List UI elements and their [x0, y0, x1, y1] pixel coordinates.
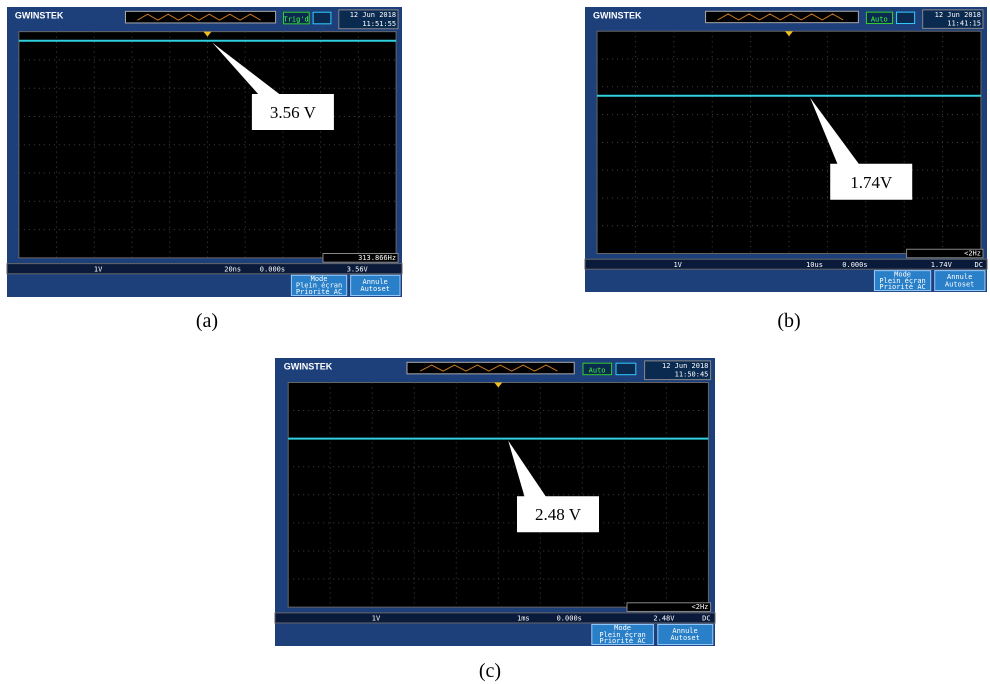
trigger-level: 2.48V [653, 615, 675, 623]
screen [597, 31, 981, 253]
time: 11:41:15 [947, 20, 981, 28]
trigger-level: 1.74V [931, 261, 953, 269]
date: 12 Jun 2018 [662, 362, 708, 370]
caption: (c) [479, 660, 501, 682]
brand-logo: GWINSTEK [593, 10, 642, 20]
caption: (b) [777, 310, 800, 332]
waveform-overview [126, 11, 276, 23]
frequency: <2Hz [964, 250, 981, 258]
status-bar [275, 613, 715, 623]
status-bar [585, 259, 987, 269]
figure: GWINSTEKTrig'd12 Jun 201811:51:55313.866… [0, 0, 990, 684]
time: 11:51:55 [362, 20, 396, 28]
frequency: 313.866Hz [358, 254, 396, 262]
cancel-sub: Autoset [945, 280, 975, 288]
mode-sub: Priorité AC [599, 637, 645, 645]
brand-logo: GWINSTEK [284, 362, 333, 372]
delay: 0.000s [260, 265, 285, 273]
coupling: DC [975, 261, 983, 269]
status-bar [7, 264, 402, 274]
caption: (a) [196, 310, 218, 332]
frequency: <2Hz [692, 603, 709, 611]
coupling: DC [702, 615, 710, 623]
delay: 0.000s [557, 615, 582, 623]
callout-value: 1.74V [850, 173, 893, 192]
cancel-sub: Autoset [360, 285, 390, 293]
trigger-level: 3.56V [347, 265, 369, 273]
waveform-overview [706, 11, 859, 22]
callout-value: 3.56 V [270, 103, 317, 122]
brand-logo: GWINSTEK [15, 11, 64, 21]
date: 12 Jun 2018 [350, 11, 396, 19]
waveform-overview [407, 362, 574, 374]
trigger-status: Auto [871, 15, 888, 23]
channel-scale: 1V [94, 265, 103, 273]
delay: 0.000s [842, 261, 867, 269]
timebase: 1ms [517, 615, 530, 623]
mode-sub: Priorité AC [879, 283, 925, 291]
timebase: 10us [806, 261, 823, 269]
run-icon [313, 12, 331, 24]
trigger-status: Auto [589, 366, 606, 374]
callout-value: 2.48 V [535, 505, 582, 524]
timebase: 20ns [224, 265, 241, 273]
date: 12 Jun 2018 [935, 11, 981, 19]
trigger-status: Trig'd [283, 16, 308, 24]
channel-scale: 1V [673, 261, 682, 269]
run-icon [897, 12, 915, 23]
run-icon [616, 363, 636, 375]
time: 11:50:45 [675, 371, 709, 379]
cancel-sub: Autoset [670, 634, 700, 642]
mode-sub: Priorité AC [296, 288, 342, 296]
channel-scale: 1V [372, 615, 381, 623]
